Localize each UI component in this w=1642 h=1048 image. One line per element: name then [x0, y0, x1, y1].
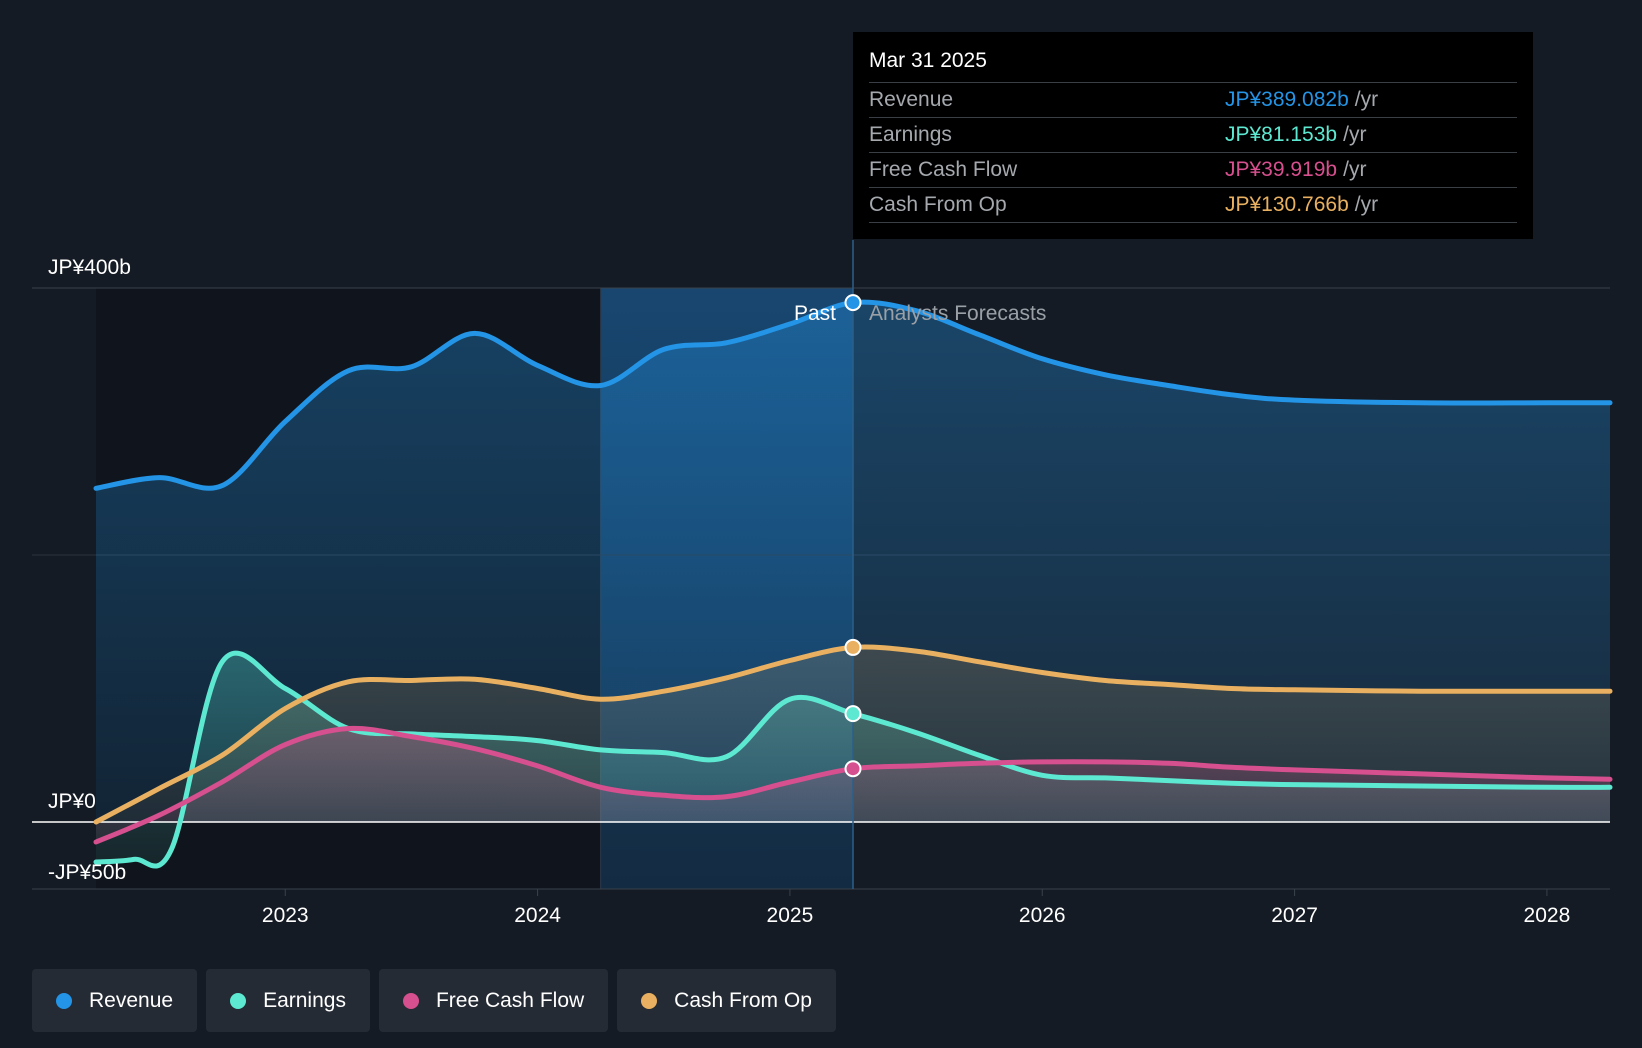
tooltip-unit: /yr — [1354, 88, 1379, 111]
tooltip-value: JP¥81.153b — [1225, 123, 1338, 146]
x-tick-label: 2026 — [1019, 904, 1066, 927]
legend-label: Cash From Op — [674, 988, 812, 1012]
tooltip-row-earnings: Earnings JP¥81.153b /yr — [869, 118, 1517, 153]
x-tick-label: 2025 — [767, 904, 814, 927]
tooltip-label: Revenue — [869, 88, 954, 111]
earnings-marker — [844, 705, 862, 723]
tooltip-unit: /yr — [1343, 123, 1367, 146]
tooltip-value: JP¥39.919b — [1225, 158, 1338, 181]
cash-from-op-dot-icon — [641, 992, 658, 1009]
legend-item-free-cash-flow[interactable]: Free Cash Flow — [378, 969, 609, 1032]
revenue-line — [93, 299, 1613, 491]
y-tick-label: JP¥400b — [48, 256, 131, 279]
tooltip: Mar 31 2025 Revenue JP¥389.082b /yr Earn… — [853, 32, 1533, 239]
tooltip-value: JP¥130.766b — [1225, 193, 1349, 216]
y-tick-label: JP¥0 — [48, 790, 96, 813]
legend-label: Revenue — [89, 988, 174, 1012]
tooltip-label: Free Cash Flow — [869, 158, 1018, 181]
revenue-marker — [844, 294, 862, 312]
tooltip-value: JP¥389.082b — [1225, 88, 1349, 111]
tooltip-row-cash-from-op: Cash From Op JP¥130.766b /yr — [869, 188, 1517, 223]
earnings-line — [93, 650, 1613, 869]
y-tick-label: -JP¥50b — [48, 861, 126, 884]
legend-label: Earnings — [263, 988, 346, 1012]
cash-from-op-marker — [844, 638, 862, 656]
cash-from-op-line — [93, 644, 1613, 825]
past-label: Past — [794, 302, 836, 325]
tooltip-date: Mar 31 2025 — [869, 46, 1517, 83]
x-tick-label: 2028 — [1524, 904, 1571, 927]
free-cash-flow-marker — [844, 760, 862, 778]
legend-item-earnings[interactable]: Earnings — [206, 969, 370, 1032]
tooltip-label: Cash From Op — [869, 193, 1007, 216]
legend-item-cash-from-op[interactable]: Cash From Op — [617, 969, 836, 1032]
tooltip-unit: /yr — [1354, 193, 1379, 216]
earnings-dot-icon — [230, 992, 247, 1009]
legend-item-revenue[interactable]: Revenue — [32, 969, 198, 1032]
revenue-dot-icon — [56, 992, 72, 1009]
x-tick-label: 2023 — [262, 904, 309, 927]
legend: Revenue Earnings Free Cash Flow Cash Fro… — [32, 969, 836, 1032]
legend-label: Free Cash Flow — [435, 988, 585, 1012]
tooltip-row-revenue: Revenue JP¥389.082b /yr — [869, 83, 1517, 118]
free-cash-flow-dot-icon — [402, 992, 419, 1009]
tooltip-row-free-cash-flow: Free Cash Flow JP¥39.919b /yr — [869, 153, 1517, 188]
x-tick-label: 2024 — [514, 904, 561, 927]
free-cash-flow-line — [93, 725, 1613, 845]
tooltip-unit: /yr — [1343, 158, 1367, 181]
analysts-forecasts-label: Analysts Forecasts — [869, 302, 1046, 325]
x-tick-label: 2027 — [1271, 904, 1318, 927]
tooltip-label: Earnings — [869, 123, 952, 146]
